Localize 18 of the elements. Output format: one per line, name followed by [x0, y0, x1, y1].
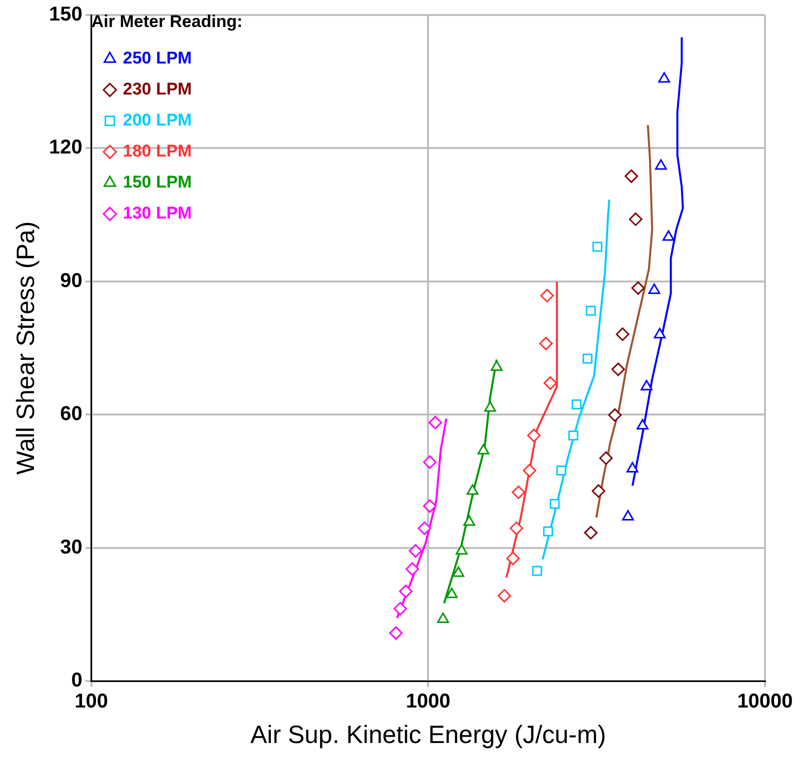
- legend-label: 150 LPM: [122, 172, 192, 192]
- y-tick-label: 60: [60, 403, 82, 426]
- x-tick-label: 100: [74, 690, 108, 713]
- y-tick-label: 0: [71, 670, 82, 692]
- x-tick-label: 1000: [406, 690, 450, 713]
- legend-title: Air Meter Reading:: [91, 12, 243, 32]
- y-tick-label: 30: [60, 536, 82, 558]
- legend-label: 180 LPM: [122, 142, 192, 161]
- y-axis-title: Wall Shear Stress (Pa): [12, 221, 40, 475]
- legend-label: 200 LPM: [122, 110, 192, 130]
- legend-label: 130 LPM: [122, 204, 192, 223]
- legend-label: 230 LPM: [122, 80, 192, 99]
- x-axis-title: Air Sup. Kinetic Energy (J/cu-m): [250, 720, 606, 749]
- x-tick-label: 10000: [737, 690, 793, 713]
- y-tick-label: 90: [60, 270, 82, 292]
- y-tick-label: 120: [48, 136, 82, 159]
- y-tick-label: 150: [48, 4, 82, 26]
- legend-label: 250 LPM: [122, 48, 192, 68]
